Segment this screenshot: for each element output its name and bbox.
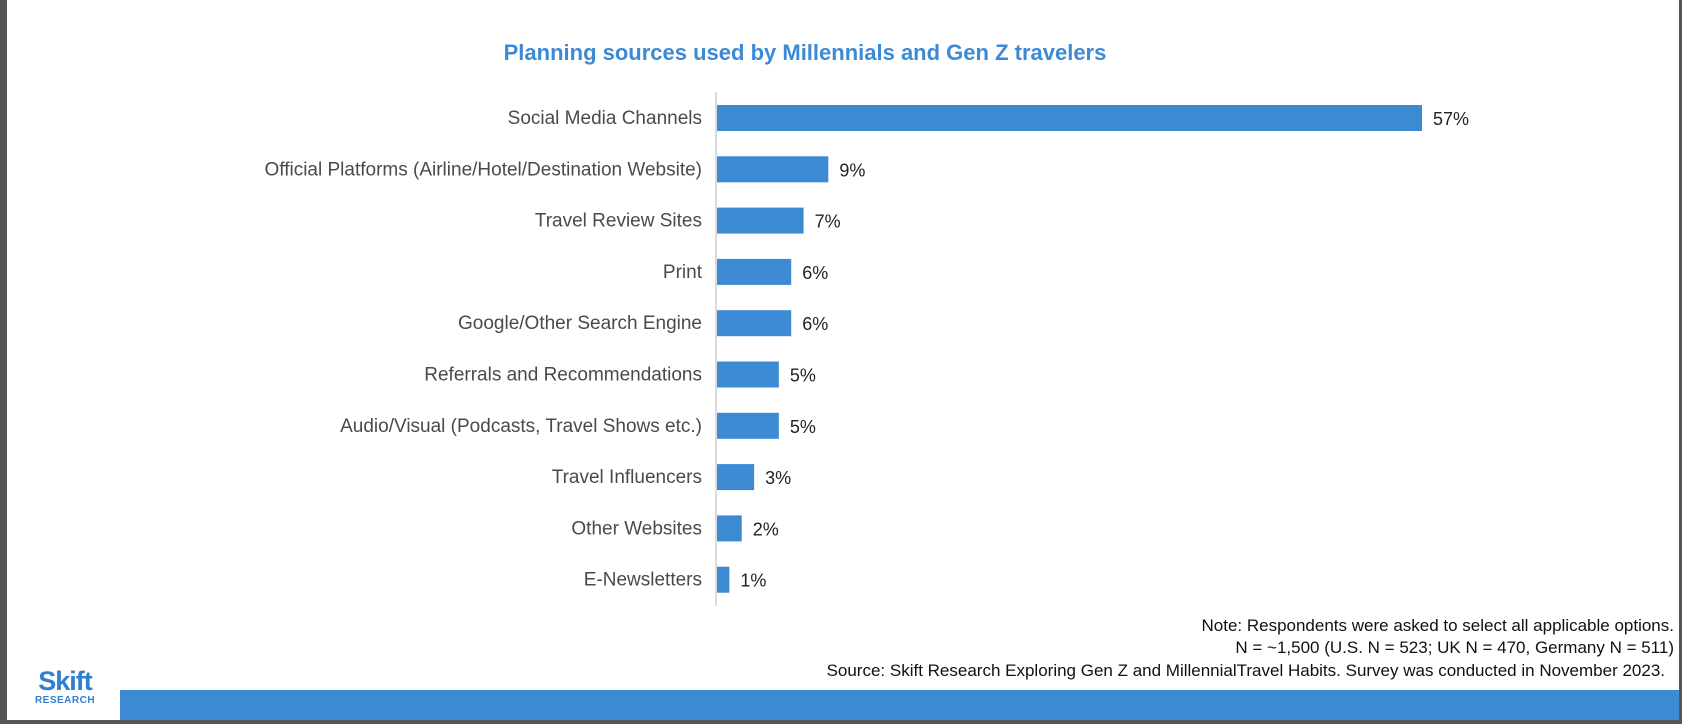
category-label: Travel Influencers — [552, 467, 702, 488]
category-label: Other Websites — [571, 518, 702, 539]
bar — [717, 310, 792, 337]
data-label: 6% — [802, 314, 828, 334]
note-line-1: Note: Respondents were asked to select a… — [1201, 616, 1674, 635]
bar — [717, 515, 742, 542]
source-line: Source: Skift Research Exploring Gen Z a… — [826, 661, 1665, 680]
category-label: Official Platforms (Airline/Hotel/Destin… — [264, 159, 702, 180]
category-label: Google/Other Search Engine — [458, 313, 702, 334]
data-label: 9% — [839, 160, 865, 180]
bar — [717, 361, 779, 388]
bar — [717, 464, 755, 491]
data-label: 3% — [765, 468, 791, 488]
bar-chart: Social Media Channels 57% Official Platfor… — [264, 92, 1469, 606]
data-label: 6% — [802, 263, 828, 283]
note-line-2: N = ~1,500 (U.S. N = 523; UK N = 470, Ge… — [1235, 638, 1674, 657]
category-label: Travel Review Sites — [535, 211, 702, 232]
logo-subtitle: RESEARCH — [34, 695, 96, 706]
category-label: Referrals and Recommendations — [424, 365, 702, 386]
category-label: Social Media Channels — [508, 108, 702, 129]
bar — [717, 412, 779, 439]
category-label: Audio/Visual (Podcasts, Travel Shows etc… — [340, 416, 702, 437]
bar — [717, 258, 792, 285]
frame-left-border — [0, 0, 7, 724]
bar — [717, 207, 804, 234]
data-label: 5% — [790, 366, 816, 386]
category-label: Print — [663, 262, 703, 283]
data-label: 2% — [753, 519, 779, 539]
data-label: 7% — [815, 212, 841, 232]
bar — [717, 156, 829, 183]
data-label: 1% — [740, 571, 766, 591]
data-label: 5% — [790, 417, 816, 437]
bar — [717, 105, 1422, 131]
data-label: 57% — [1433, 109, 1469, 129]
category-label: E-Newsletters — [584, 570, 702, 591]
logo-wordmark: Skift — [38, 666, 93, 696]
bar — [717, 566, 730, 593]
chart-title: Planning sources used by Millennials and… — [503, 40, 1107, 65]
footer-accent-bar — [120, 690, 1679, 720]
frame-bottom-border — [0, 720, 1682, 724]
frame-right-border — [1679, 0, 1682, 724]
skift-research-logo: Skift RESEARCH — [30, 668, 100, 707]
